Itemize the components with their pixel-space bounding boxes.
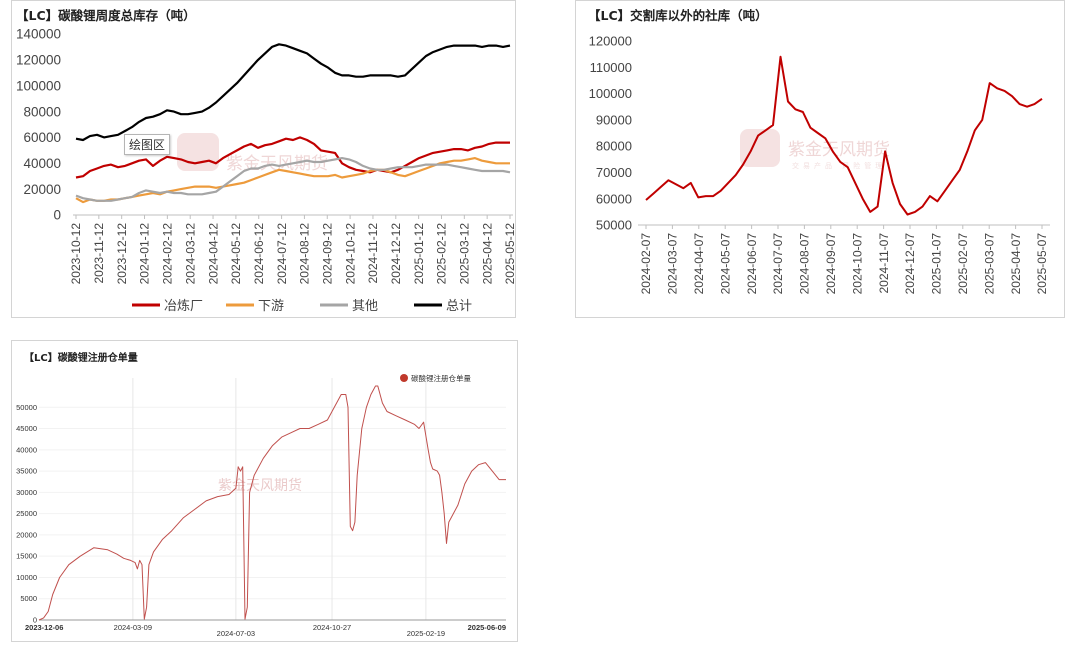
- x-tick-label: 2024-10-12: [343, 223, 357, 285]
- x-tick-label: 2023-11-12: [92, 223, 106, 284]
- x-tick-label: 2025-02-12: [435, 223, 449, 285]
- series-line: [75, 136, 510, 179]
- x-tick-label: 2025-02-19: [407, 629, 445, 638]
- x-tick-label: 2024-11-07: [877, 233, 891, 294]
- y-tick-label: 50000: [596, 218, 632, 233]
- watermark-subtext: 交易产品 风险管理: [792, 162, 887, 170]
- series-line: [75, 43, 511, 142]
- x-tick-label: 2025-06-09: [468, 623, 506, 632]
- y-tick-label: 30000: [16, 488, 37, 497]
- legend-marker: [400, 374, 408, 382]
- y-tick-label: 40000: [16, 445, 37, 454]
- y-tick-label: 100000: [16, 78, 61, 93]
- x-tick-label: 2024-04-07: [692, 233, 706, 295]
- y-tick-label: 60000: [596, 191, 632, 206]
- x-tick-label: 2024-07-07: [771, 233, 785, 295]
- watermark: 紫金天风期货: [218, 478, 302, 494]
- y-tick-label: 140000: [16, 27, 61, 42]
- x-tick-label: 2025-03-12: [458, 223, 472, 285]
- x-tick-label: 2024-07-03: [217, 629, 255, 638]
- x-tick-label: 2024-10-07: [850, 233, 864, 295]
- y-tick-label: 0: [33, 616, 37, 625]
- plot-area-tooltip: 绘图区: [124, 134, 171, 155]
- y-tick-label: 80000: [23, 104, 61, 119]
- y-tick-label: 70000: [596, 165, 632, 180]
- watermark: 紫金天风期货: [788, 140, 890, 160]
- series-line: [645, 55, 1043, 216]
- x-tick-label: 2024-04-12: [206, 223, 220, 285]
- x-tick-label: 2024-06-07: [745, 233, 759, 295]
- x-tick-label: 2024-05-07: [718, 233, 732, 295]
- legend-label: 冶炼厂: [164, 299, 203, 314]
- y-tick-label: 20000: [23, 182, 61, 197]
- legend-label: 碳酸锂注册仓单量: [411, 373, 471, 383]
- legend-label: 下游: [258, 299, 284, 314]
- x-tick-label: 2024-11-12: [366, 223, 380, 284]
- x-tick-label: 2025-04-07: [1009, 233, 1023, 295]
- chart-canvas: 50000 60000 70000 80000 90000 100000 110000 120…: [589, 34, 1050, 295]
- x-tick-label: 2024-01-12: [138, 223, 152, 285]
- x-tick-label: 2024-03-12: [183, 223, 197, 285]
- chart-canvas: 0 5000 10000 15000 20000 25000 30000 35000 40000…: [16, 373, 506, 638]
- x-tick-label: 2024-05-12: [229, 223, 243, 285]
- y-tick-label: 40000: [23, 156, 61, 171]
- x-tick-label: 2023-12-06: [25, 623, 63, 632]
- y-tick-label: 15000: [16, 552, 37, 561]
- y-tick-label: 0: [53, 208, 61, 223]
- y-tick-label: 20000: [16, 530, 37, 539]
- y-tick-label: 25000: [16, 509, 37, 518]
- y-tick-label: 80000: [596, 139, 632, 154]
- x-tick-label: 2024-03-09: [114, 623, 152, 632]
- y-tick-label: 90000: [596, 112, 632, 127]
- x-tick-label: 2025-05-07: [1035, 233, 1049, 295]
- y-tick-label: 5000: [20, 594, 37, 603]
- y-tick-label: 10000: [16, 573, 37, 582]
- chart-panel-total-inventory: 【LC】碳酸锂周度总库存（吨） 紫金天风期货 0 20000 40000 60000 8…: [11, 0, 517, 318]
- x-tick-label: 2025-03-07: [982, 233, 996, 295]
- chart-title: 【LC】交割库以外的社库（吨）: [588, 8, 768, 23]
- x-tick-label: 2024-08-12: [298, 223, 312, 285]
- chart-title: 【LC】碳酸锂注册仓单量: [24, 353, 138, 364]
- x-tick-label: 2025-05-12: [503, 223, 517, 285]
- x-tick-label: 2023-10-12: [69, 223, 83, 285]
- x-tick-label: 2024-10-27: [313, 623, 351, 632]
- x-tick-label: 2024-09-12: [320, 223, 334, 285]
- watermark-seal: [177, 133, 219, 171]
- chart-title: 【LC】碳酸锂周度总库存（吨）: [16, 8, 196, 23]
- x-tick-label: 2024-02-07: [639, 233, 653, 295]
- x-tick-label: 2024-09-07: [824, 233, 838, 295]
- x-tick-label: 2025-04-12: [480, 223, 494, 285]
- x-tick-label: 2024-12-07: [903, 233, 917, 295]
- y-tick-label: 35000: [16, 467, 37, 476]
- legend-label: 其他: [352, 299, 378, 314]
- y-tick-label: 110000: [590, 60, 632, 75]
- x-tick-label: 2025-02-07: [956, 233, 970, 295]
- chart-canvas: 0 20000 40000 60000 80000 100000 120000 140000 2…: [16, 27, 517, 314]
- y-tick-label: 120000: [16, 53, 61, 68]
- x-tick-label: 2024-02-12: [161, 223, 175, 285]
- legend-label: 总计: [446, 299, 472, 314]
- x-tick-label: 2024-06-12: [252, 223, 266, 285]
- x-tick-label: 2023-12-12: [115, 223, 129, 285]
- y-tick-label: 60000: [23, 130, 61, 145]
- x-tick-label: 2024-12-12: [389, 223, 403, 285]
- chart-panel-warrants: 【LC】碳酸锂注册仓单量 紫金天风期货 0 5000 10000 15000 20000…: [11, 340, 518, 642]
- x-tick-label: 2025-01-12: [412, 223, 426, 285]
- y-tick-label: 50000: [16, 403, 37, 412]
- y-tick-label: 45000: [16, 424, 37, 433]
- series-line: [75, 157, 511, 202]
- x-tick-label: 2025-01-07: [930, 233, 944, 295]
- series-line: [38, 385, 506, 621]
- y-tick-label: 100000: [589, 86, 632, 101]
- x-tick-label: 2024-07-12: [275, 223, 289, 285]
- x-tick-label: 2024-03-07: [666, 233, 680, 295]
- y-tick-label: 120000: [589, 34, 632, 49]
- x-tick-label: 2024-08-07: [798, 233, 812, 295]
- chart-panel-social-inventory: 【LC】交割库以外的社库（吨） 紫金天风期货 交易产品 风险管理 50000 60…: [575, 0, 1065, 318]
